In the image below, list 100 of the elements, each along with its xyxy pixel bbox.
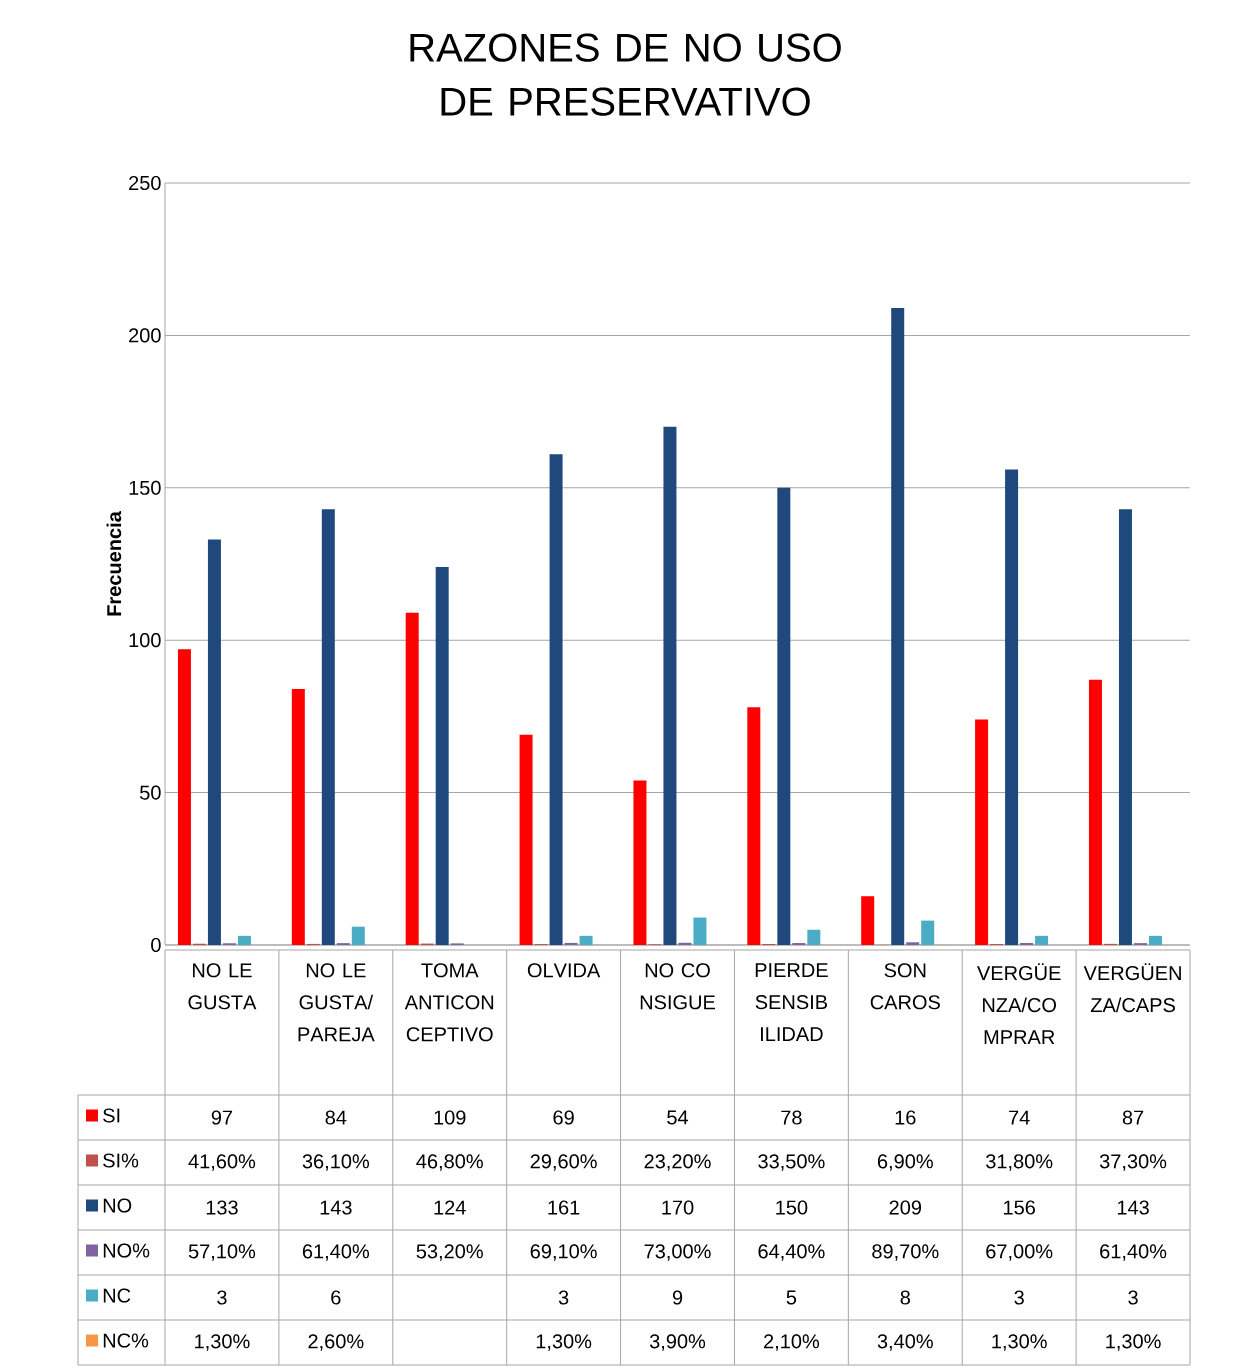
bar xyxy=(693,917,707,945)
data-label: 3 xyxy=(217,1290,227,1305)
bar xyxy=(1088,679,1102,945)
y-tick-label: 100 xyxy=(129,633,161,648)
bar xyxy=(321,509,335,945)
y-tick-label: 0 xyxy=(151,937,161,953)
data-label: 37,30% xyxy=(1099,1154,1167,1171)
data-label: 31,80% xyxy=(986,1154,1053,1171)
data-label: 3 xyxy=(1014,1290,1024,1305)
data-label: 33,50% xyxy=(758,1154,825,1171)
bar xyxy=(177,649,191,945)
data-label: 69 xyxy=(553,1110,574,1125)
legend-label: NO% xyxy=(103,1243,150,1258)
data-label: 209 xyxy=(889,1200,922,1215)
x-tick-label: TOMA ANTICONCEPTIVO xyxy=(404,963,494,1042)
data-label: 29,60% xyxy=(530,1154,597,1171)
bar xyxy=(549,454,563,945)
data-label: 57,10% xyxy=(188,1244,256,1261)
data-label: 3 xyxy=(558,1290,569,1305)
data-label: 170 xyxy=(662,1200,694,1215)
x-tick-label: NO LE GUSTA/PAREJA xyxy=(298,963,375,1042)
data-label: 143 xyxy=(1117,1200,1149,1215)
legend-label: NC xyxy=(103,1288,131,1303)
legend-label: SI% xyxy=(103,1153,139,1168)
data-label: 36,10% xyxy=(302,1154,370,1171)
data-label: 143 xyxy=(320,1200,352,1215)
legend-label: SI xyxy=(103,1108,120,1123)
bar xyxy=(1005,469,1019,945)
bar xyxy=(807,929,821,945)
bar xyxy=(777,487,791,945)
data-label: 67,00% xyxy=(986,1244,1053,1261)
data-label: 2,10% xyxy=(764,1334,820,1351)
x-tick-label: OLVIDA xyxy=(527,963,601,978)
data-label: 84 xyxy=(325,1110,347,1125)
data-label: 87 xyxy=(1122,1110,1144,1125)
data-label: 1,30% xyxy=(195,1334,250,1351)
data-label: 23,20% xyxy=(644,1154,711,1171)
data-label: 3 xyxy=(1128,1290,1138,1305)
data-label: 74 xyxy=(1009,1110,1030,1125)
data-label: 61,40% xyxy=(1100,1244,1167,1261)
data-label: 53,20% xyxy=(416,1244,483,1261)
bar xyxy=(975,719,989,945)
bar xyxy=(291,688,305,945)
data-label: 41,60% xyxy=(188,1154,256,1171)
x-tick-label: PIERDE SENSIBILIDAD xyxy=(755,963,828,1041)
data-label: 64,40% xyxy=(758,1244,825,1261)
data-label: 1,30% xyxy=(536,1334,592,1351)
bar xyxy=(1118,509,1132,945)
legend-label: NO xyxy=(103,1198,132,1213)
chart-title: RAZONES DE NO USO DE PRESERVATIVO xyxy=(410,33,841,116)
data-label: 78 xyxy=(781,1110,802,1125)
data-label: 3,90% xyxy=(649,1334,706,1351)
x-tick-label: NO CONSIGUE xyxy=(640,963,715,1010)
data-label: 8 xyxy=(900,1290,910,1305)
y-axis-title: Frecuencia xyxy=(106,511,122,616)
data-label: 61,40% xyxy=(302,1244,370,1261)
bar xyxy=(633,780,647,945)
data-label: 73,00% xyxy=(644,1244,711,1261)
data-label: 9 xyxy=(672,1290,683,1305)
data-label: 156 xyxy=(1004,1200,1035,1215)
bar xyxy=(906,942,920,945)
y-tick-label: 200 xyxy=(129,328,161,343)
data-label: 133 xyxy=(206,1200,238,1215)
bar xyxy=(519,734,533,945)
bar xyxy=(921,920,935,945)
bar xyxy=(237,935,251,945)
data-label: 89,70% xyxy=(872,1244,939,1261)
data-label: 1,30% xyxy=(992,1334,1047,1351)
data-label: 2,60% xyxy=(308,1334,364,1351)
data-label: 54 xyxy=(667,1110,689,1125)
x-tick-label: VERGÜENZA/COMPRAR xyxy=(977,963,1061,1044)
bar xyxy=(351,926,365,945)
y-tick-label: 150 xyxy=(129,480,161,495)
bar xyxy=(663,426,677,945)
data-label: 69,10% xyxy=(530,1244,597,1261)
data-label: 1,30% xyxy=(1106,1334,1161,1351)
data-label: 124 xyxy=(434,1200,466,1215)
data-label: 46,80% xyxy=(416,1154,483,1171)
data-label: 109 xyxy=(434,1110,466,1125)
bar xyxy=(207,539,221,945)
bar xyxy=(1035,935,1049,945)
data-label: 150 xyxy=(776,1200,808,1215)
data-label: 16 xyxy=(895,1110,916,1125)
bar xyxy=(1020,942,1034,945)
bar xyxy=(405,612,419,945)
bar xyxy=(747,707,761,945)
legend-label: NC% xyxy=(103,1333,149,1348)
y-tick-label: 50 xyxy=(140,785,161,800)
x-tick-label: VERGÜENZA/CAPS xyxy=(1083,963,1181,1013)
data-label: 97 xyxy=(211,1110,233,1125)
data-label: 6,90% xyxy=(877,1154,933,1171)
bar xyxy=(861,896,875,945)
y-tick-label: 250 xyxy=(129,175,161,191)
bar xyxy=(678,942,692,945)
x-tick-label: SON CAROS xyxy=(870,963,940,1010)
data-label: 161 xyxy=(548,1200,580,1215)
data-label: 5 xyxy=(786,1290,797,1305)
x-tick-label: NO LE GUSTA xyxy=(188,963,257,1010)
bar xyxy=(579,935,593,945)
bar xyxy=(435,567,449,945)
